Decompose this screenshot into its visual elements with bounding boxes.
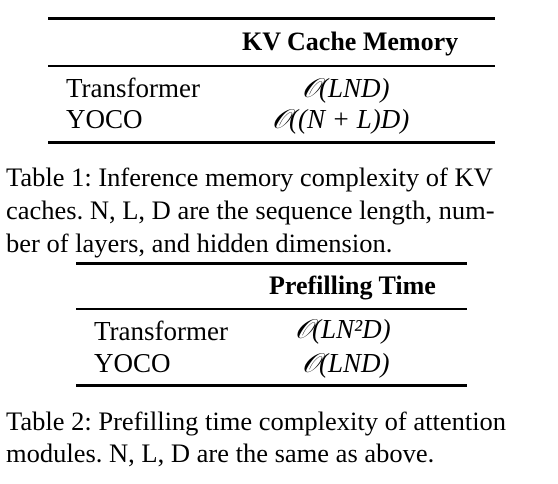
table-1-row-1-name: Transformer — [66, 73, 200, 103]
table-1-row-2-complexity: 𝒪((N + L)D) — [272, 104, 410, 134]
table-2-header: Prefilling Time — [269, 271, 436, 300]
table-2-caption-line-1: Table 2: Prefilling time complexity of a… — [6, 406, 507, 436]
table-1-caption-line-3: ber of layers, and hidden dimension. — [6, 228, 393, 258]
table-1-row-1-complexity: 𝒪(LND) — [302, 73, 390, 103]
table-1-top-rule — [48, 17, 495, 20]
table-1-mid-rule — [48, 65, 495, 67]
table-1-caption-line-1: Table 1: Inference memory complexity of … — [6, 162, 493, 192]
table-1-header: KV Cache Memory — [242, 27, 459, 56]
table-2-caption-line-2: modules. N, L, D are the same as above. — [6, 438, 435, 468]
table-2-row-2-name: YOCO — [94, 348, 171, 378]
table-2-row-1-complexity: 𝒪(LN²D) — [295, 314, 391, 344]
table-2-row-1-name: Transformer — [94, 316, 228, 346]
table-2-mid-rule — [76, 308, 467, 310]
table-1-row-2-name: YOCO — [66, 104, 143, 134]
table-2-row-2-complexity: 𝒪(LND) — [302, 348, 390, 378]
table-2-bottom-rule — [76, 384, 467, 387]
table-2-top-rule — [76, 262, 467, 265]
table-1-caption-line-2: caches. N, L, D are the sequence length,… — [6, 195, 495, 225]
table-1-bottom-rule — [48, 141, 495, 144]
